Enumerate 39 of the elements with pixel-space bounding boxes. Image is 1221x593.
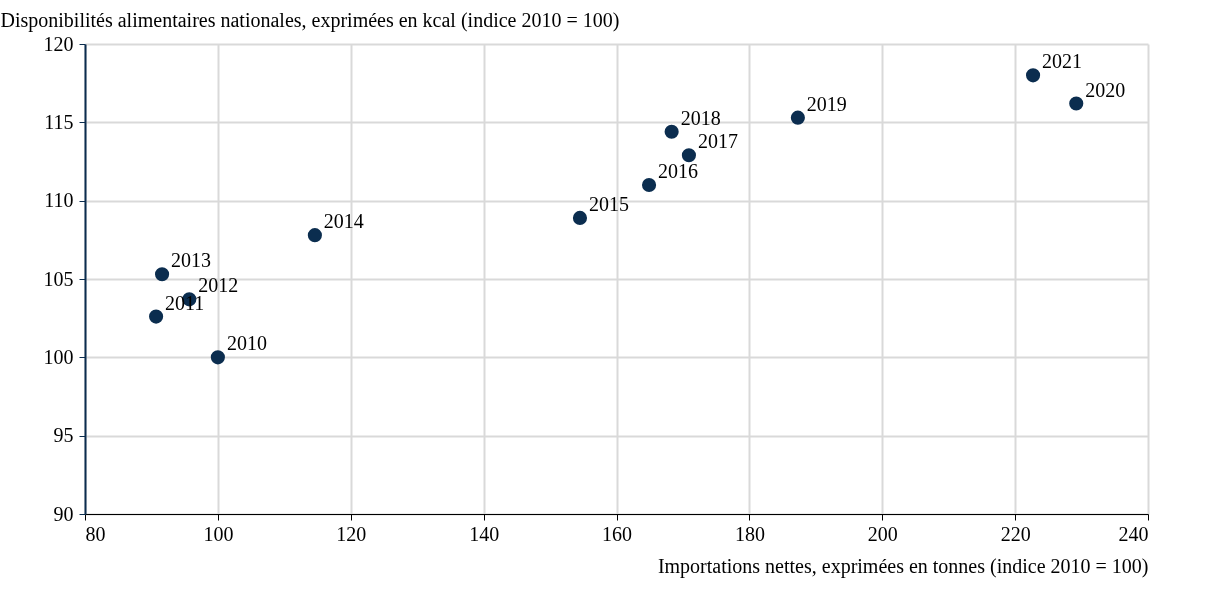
x-tick-label: 140: [469, 522, 500, 545]
x-axis-title: Importations nettes, exprimées en tonnes (indice 2010 = 100): [657, 554, 1149, 578]
point: [572, 210, 588, 225]
x-tick-label: 180: [734, 522, 765, 545]
y-tick-label: 110: [44, 189, 74, 212]
point: [155, 267, 170, 282]
x-tick-label: 160: [602, 522, 632, 545]
point: [210, 350, 225, 365]
point: [681, 148, 696, 163]
y-tick-label: 95: [53, 424, 74, 447]
y-tick-label: 100: [43, 345, 74, 368]
point: [1025, 68, 1041, 83]
y-tick-label: 90: [53, 502, 74, 525]
y-tick-label: 115: [44, 110, 74, 133]
annotation: 2014: [323, 210, 364, 233]
point: [307, 228, 322, 243]
x-tick-label: 200: [867, 522, 898, 545]
point: [149, 309, 164, 324]
y-tick-label: 120: [43, 32, 74, 55]
annotation: 2020: [1085, 78, 1126, 101]
point: [1069, 96, 1084, 111]
point: [790, 110, 805, 125]
x-tick-label: 100: [203, 522, 234, 545]
x-tick-label: 120: [336, 522, 367, 545]
point: [664, 124, 679, 139]
y-axis-title: Disponibilités alimentaires nationales, exprimées en kcal (indice 2010 = 100): [0, 8, 620, 32]
y-tick-label: 105: [43, 267, 74, 290]
annotation: 2016: [658, 160, 699, 182]
annotation: 2010: [226, 332, 267, 355]
annotation: 2018: [680, 106, 721, 129]
point: [641, 177, 657, 193]
annotation: 2017: [697, 130, 738, 153]
annotation: 2015: [588, 192, 629, 215]
x-tick-label: 240: [1118, 522, 1149, 545]
annotation: 2013: [171, 249, 212, 272]
x-tick-label: 80: [85, 522, 106, 545]
x-tick-label: 220: [1000, 522, 1031, 545]
annotation: 2021: [1042, 50, 1083, 73]
annotation: 2019: [806, 92, 847, 115]
